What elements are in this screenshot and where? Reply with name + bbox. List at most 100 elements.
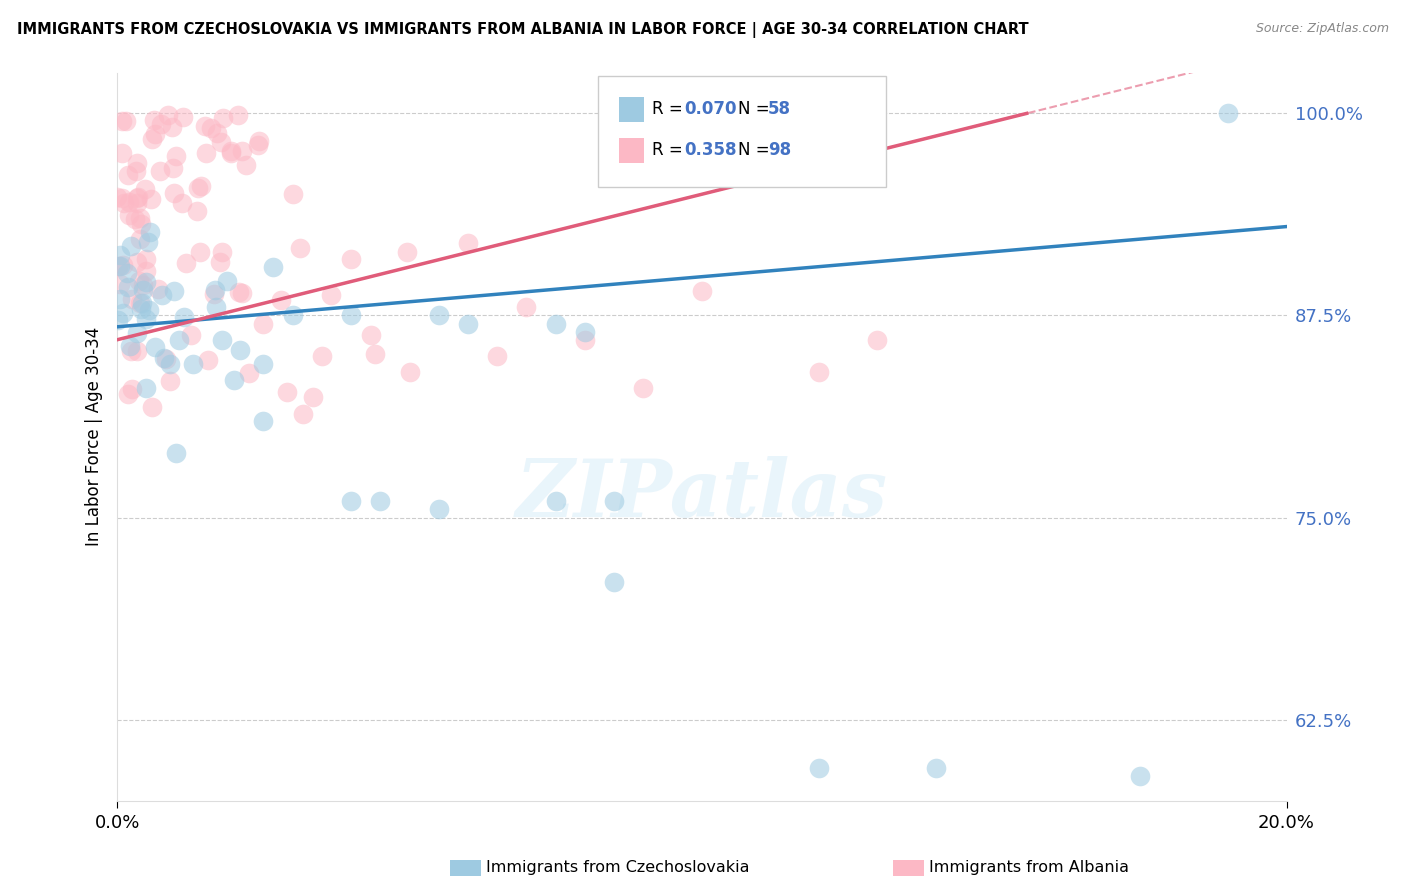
Point (219, 146, 242, 161)
Point (115, 266, 138, 280)
Point (142, 112, 165, 127)
Point (427, 309, 450, 323)
Point (163, 186, 186, 200)
Point (125, 343, 148, 358)
Point (247, 138, 270, 153)
Point (108, 248, 131, 262)
Text: R =: R = (652, 141, 689, 159)
Point (125, 326, 148, 340)
Point (194, 120, 217, 134)
Point (188, 245, 211, 260)
Point (544, 317, 567, 331)
Point (340, 309, 363, 323)
Point (141, 132, 163, 146)
Text: N =: N = (738, 141, 775, 159)
Point (281, 186, 304, 201)
Point (252, 414, 274, 428)
Point (107, 312, 129, 326)
Point (155, 352, 177, 367)
Point (136, 235, 159, 249)
Point (211, 112, 233, 126)
Point (148, 282, 170, 296)
Point (128, 231, 150, 245)
Point (181, 357, 204, 371)
Point (486, 349, 509, 363)
Point (231, 286, 253, 301)
Point (186, 203, 208, 218)
Point (457, 317, 479, 331)
Point (138, 302, 160, 317)
Point (117, 387, 139, 401)
Point (292, 407, 315, 421)
Point (132, 284, 155, 298)
Point (138, 225, 160, 239)
Point (281, 309, 304, 323)
Point (139, 192, 162, 206)
Point (215, 274, 238, 288)
Point (125, 156, 148, 170)
Point (108, 277, 131, 292)
Point (152, 287, 174, 301)
Point (247, 134, 270, 148)
Point (603, 494, 626, 508)
Point (156, 108, 179, 122)
Point (132, 277, 155, 292)
Point (159, 374, 181, 388)
Point (205, 126, 228, 140)
Point (118, 339, 141, 353)
Point (117, 168, 139, 182)
Point (107, 259, 129, 273)
Y-axis label: In Labor Force | Age 30-34: In Labor Force | Age 30-34 (86, 327, 103, 547)
Point (135, 252, 157, 266)
Point (197, 352, 219, 367)
Point (866, 333, 889, 347)
Point (135, 381, 157, 395)
Point (125, 164, 148, 178)
Point (515, 301, 537, 315)
Point (152, 351, 174, 365)
Text: 0.070: 0.070 (685, 100, 737, 118)
Point (544, 494, 567, 508)
Point (574, 325, 596, 339)
Point (195, 145, 218, 160)
Point (112, 306, 135, 320)
Point (398, 365, 420, 379)
Point (252, 357, 274, 371)
Point (457, 235, 479, 250)
Point (925, 761, 948, 775)
Point (180, 327, 202, 342)
Point (252, 317, 274, 331)
Point (340, 494, 363, 508)
Text: Immigrants from Czechoslovakia: Immigrants from Czechoslovakia (486, 860, 749, 874)
Point (128, 296, 150, 310)
Point (1216, 106, 1239, 120)
Point (124, 211, 146, 226)
Text: 58: 58 (768, 100, 790, 118)
Point (114, 195, 136, 210)
Point (302, 390, 325, 404)
Point (340, 252, 363, 266)
Point (368, 494, 391, 508)
Text: R =: R = (652, 100, 689, 118)
Point (1129, 769, 1152, 783)
Point (228, 285, 250, 299)
Point (129, 211, 152, 225)
Point (129, 302, 152, 317)
Point (187, 181, 209, 195)
Point (204, 283, 226, 297)
Point (120, 239, 142, 253)
Point (165, 446, 187, 460)
Point (143, 340, 166, 354)
Point (165, 149, 187, 163)
Text: ZIPatlas: ZIPatlas (516, 456, 889, 533)
Point (190, 179, 212, 194)
Text: 98: 98 (768, 141, 790, 159)
Point (114, 114, 136, 128)
Point (111, 114, 134, 128)
Point (311, 349, 333, 363)
Point (224, 373, 246, 387)
Point (219, 144, 242, 158)
Point (690, 285, 713, 299)
Point (276, 385, 298, 400)
Point (110, 292, 132, 306)
